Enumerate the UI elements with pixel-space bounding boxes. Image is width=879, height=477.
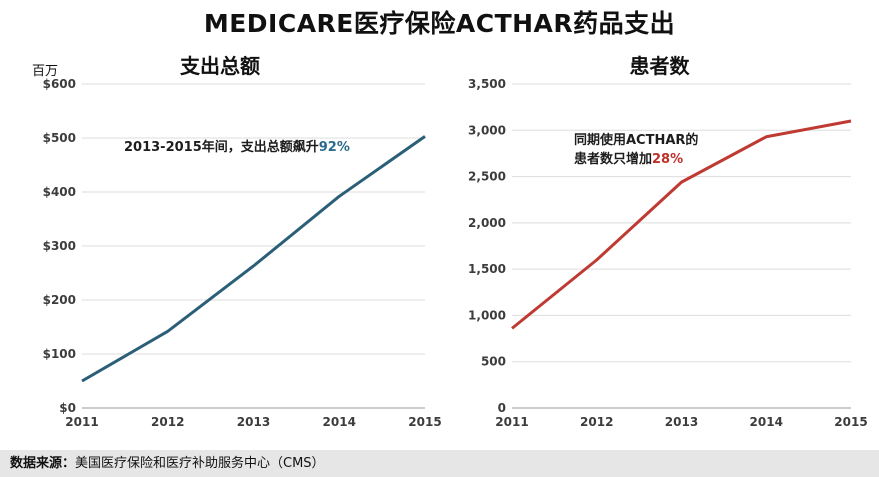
patients-x-tick-label: 2012 [580,415,613,429]
spending-y-tick-label: $0 [59,401,76,415]
patients-y-tick-label: 1,000 [468,308,506,322]
spending-chart-title: 支出总额 [180,54,260,78]
spending-y-tick-label: $300 [43,239,76,253]
spending-annotation: 2013-2015年间，支出总额飙升92% [124,138,350,157]
spending-annotation-highlight: 92% [318,140,350,155]
patients-annotation-line2: 患者数只增加 [574,152,653,167]
spending-x-tick-label: 2013 [237,415,270,429]
patients-annotation-highlight: 28% [652,152,684,167]
patients-y-tick-label: 0 [498,401,506,415]
patients-chart-title: 患者数 [629,54,690,78]
spending-y-tick-label: $400 [43,185,76,199]
patients-y-tick-label: 2,000 [468,216,506,230]
source-footer: 数据来源：美国医疗保险和医疗补助服务中心（CMS） [0,450,879,477]
spending-y-tick-label: $600 [43,77,76,91]
spending-series-line [81,135,426,383]
patients-series-line [511,119,852,330]
patients-line-chart: 0 500 1,000 1,500 2,000 2,500 3,000 3,500 2011 20… [468,77,868,429]
patients-y-tick-label: 1,500 [468,262,506,276]
patients-x-tick-label: 2014 [750,415,783,429]
spending-y-tick-label: $100 [43,347,76,361]
spending-x-tick-label: 2015 [408,415,441,429]
patients-y-tick-label: 3,500 [468,77,506,91]
spending-unit-label: 百万 [32,64,59,79]
patients-y-tick-label: 3,000 [468,123,506,137]
patients-y-tick-label: 500 [481,355,506,369]
spending-chart-panel: 支出总额 百万 $0 $100 $200 $300 $400 $500 $600 2011 20… [0,44,442,439]
page-title: MEDICARE医疗保险ACTHAR药品支出 [203,9,676,38]
spending-y-tick-label: $500 [43,131,76,145]
spending-x-tick-label: 2014 [323,415,356,429]
patients-x-tick-label: 2011 [495,415,528,429]
source-text: 美国医疗保险和医疗补助服务中心（CMS） [75,456,325,471]
spending-annotation-text: 2013-2015年间，支出总额飙升 [124,140,319,155]
patients-annotation: 同期使用ACTHAR的 患者数只增加28% [574,131,698,169]
patients-x-tick-label: 2015 [834,415,867,429]
patients-y-tick-label: 2,500 [468,170,506,184]
spending-x-tick-label: 2012 [151,415,184,429]
spending-x-tick-label: 2011 [65,415,98,429]
patients-annotation-line1: 同期使用ACTHAR的 [574,133,699,148]
patients-x-tick-label: 2013 [665,415,698,429]
spending-line-chart: $0 $100 $200 $300 $400 $500 $600 2011 2012 2013 20… [43,77,442,429]
patients-chart-panel: 患者数 0 500 1,000 1,500 2,000 2,500 3,000 3,500 20… [440,44,879,439]
spending-y-tick-label: $200 [43,293,76,307]
source-label: 数据来源： [10,456,76,471]
